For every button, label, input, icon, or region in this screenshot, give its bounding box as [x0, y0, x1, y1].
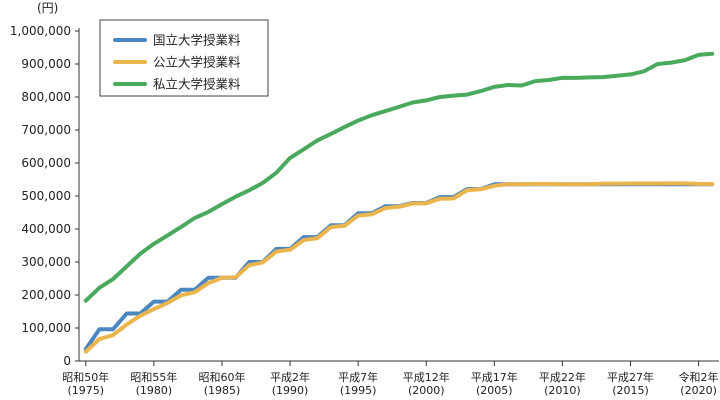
legend-label: 公立大学授業料	[153, 55, 241, 70]
x-tick-label: 平成27年	[607, 370, 654, 384]
x-tick-label-year: (2015)	[612, 384, 649, 397]
series-line-2	[83, 181, 715, 354]
x-tick-label-year: (1990)	[272, 384, 309, 397]
y-tick-label: 500,000	[21, 189, 71, 203]
y-axis-ticks: 1,000,000 900,000 800,000 700,000 600,000 500…	[10, 24, 79, 368]
y-tick-label: 400,000	[21, 222, 71, 236]
x-tick-label-year: (1985)	[204, 384, 241, 397]
y-tick-label: 700,000	[21, 123, 71, 137]
x-tick-label-year: (1975)	[68, 384, 105, 397]
series-lines	[83, 51, 715, 354]
x-tick-label: 平成17年	[471, 370, 518, 384]
series-line-1	[83, 182, 715, 352]
x-tick-label: 令和2年	[679, 370, 719, 384]
x-tick-label-year: (2005)	[476, 384, 513, 397]
axes	[78, 28, 719, 362]
y-tick-label: 1,000,000	[10, 24, 71, 38]
x-tick-label-year: (2020)	[680, 384, 717, 397]
x-tick-label: 平成22年	[539, 370, 586, 384]
legend-label: 国立大学授業料	[153, 33, 241, 48]
x-tick-label-year: (2000)	[408, 384, 445, 397]
y-unit-label: (円)	[37, 1, 58, 15]
x-tick-label-year: (2010)	[544, 384, 581, 397]
series-line-3	[83, 51, 715, 303]
x-tick-label-year: (1980)	[136, 384, 173, 397]
y-tick-label: 200,000	[21, 288, 71, 302]
y-tick-label: 300,000	[21, 255, 71, 269]
y-tick-label: 100,000	[21, 321, 71, 335]
y-tick-label: 0	[63, 354, 71, 368]
y-tick-label: 600,000	[21, 156, 71, 170]
y-tick-label: 800,000	[21, 90, 71, 104]
x-tick-label: 昭和55年	[130, 370, 177, 384]
x-tick-label: 平成7年	[338, 370, 378, 384]
legend-label: 私立大学授業料	[153, 77, 241, 92]
y-tick-label: 900,000	[21, 57, 71, 71]
x-tick-label: 昭和50年	[62, 370, 109, 384]
x-tick-label: 平成2年	[270, 370, 310, 384]
x-tick-label-year: (1995)	[340, 384, 377, 397]
x-axis-ticks: 昭和50年(1975)昭和55年(1980)昭和60年(1985)平成2年(19…	[62, 361, 719, 397]
x-tick-label: 昭和60年	[198, 370, 245, 384]
x-tick-label: 平成12年	[403, 370, 450, 384]
